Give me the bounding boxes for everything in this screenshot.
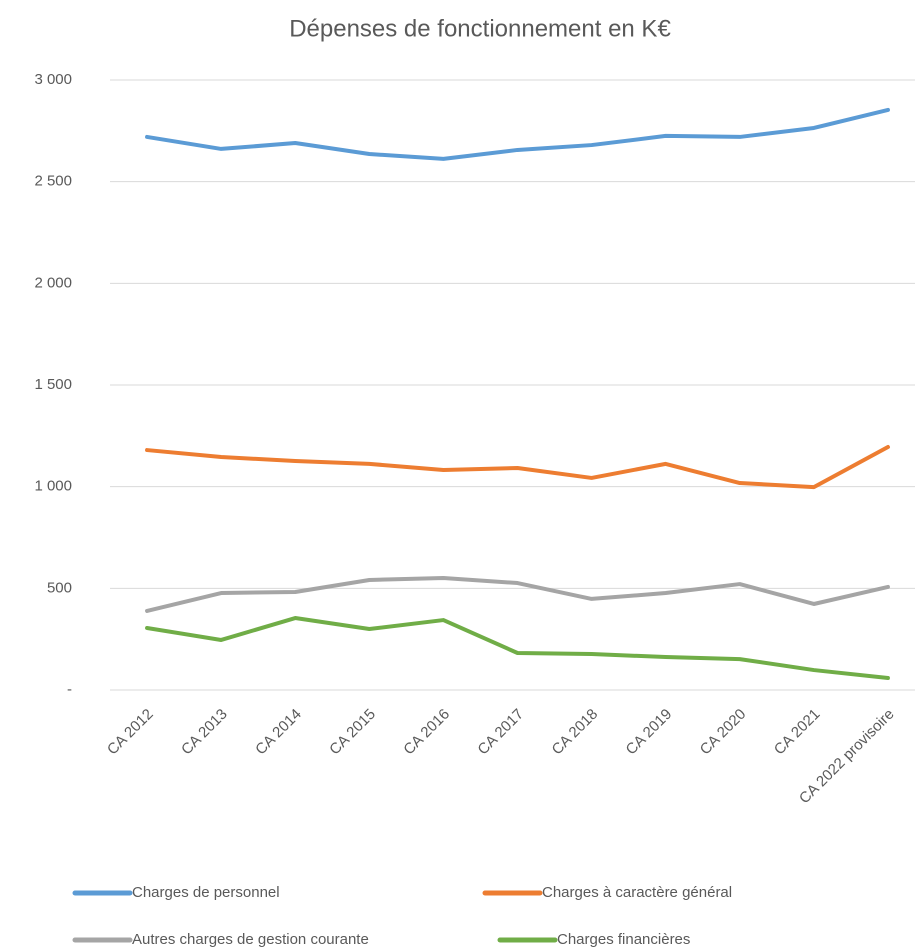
y-tick-label: - [67,681,72,698]
y-tick-label: 500 [47,579,72,596]
x-tick-label: CA 2013 [178,706,231,759]
series-line [145,445,890,490]
y-tick-label: 1 000 [34,478,72,495]
x-tick-label: CA 2021 [771,706,824,759]
x-tick-label: CA 2015 [326,706,379,759]
x-tick-label: CA 2017 [474,706,527,759]
series-line [145,616,890,681]
x-tick-label: CA 2019 [623,706,676,759]
y-tick-label: 2 500 [34,173,72,190]
y-tick-label: 1 500 [34,376,72,393]
y-tick-label: 3 000 [34,71,72,88]
legend-label: Autres charges de gestion courante [132,931,369,948]
x-tick-label: CA 2018 [549,706,602,759]
y-tick-label: 2 000 [34,274,72,291]
series-line [145,575,890,613]
x-tick-label: CA 2012 [104,706,157,759]
series-line [145,107,890,161]
chart-title: Dépenses de fonctionnement en K€ [289,15,671,42]
legend-label: Charges de personnel [132,884,280,901]
legend-label: Charges à caractère général [542,884,732,901]
x-tick-label: CA 2016 [400,706,453,759]
legend-label: Charges financières [557,931,690,948]
x-tick-label: CA 2014 [252,706,305,759]
x-tick-label: CA 2020 [697,706,750,759]
